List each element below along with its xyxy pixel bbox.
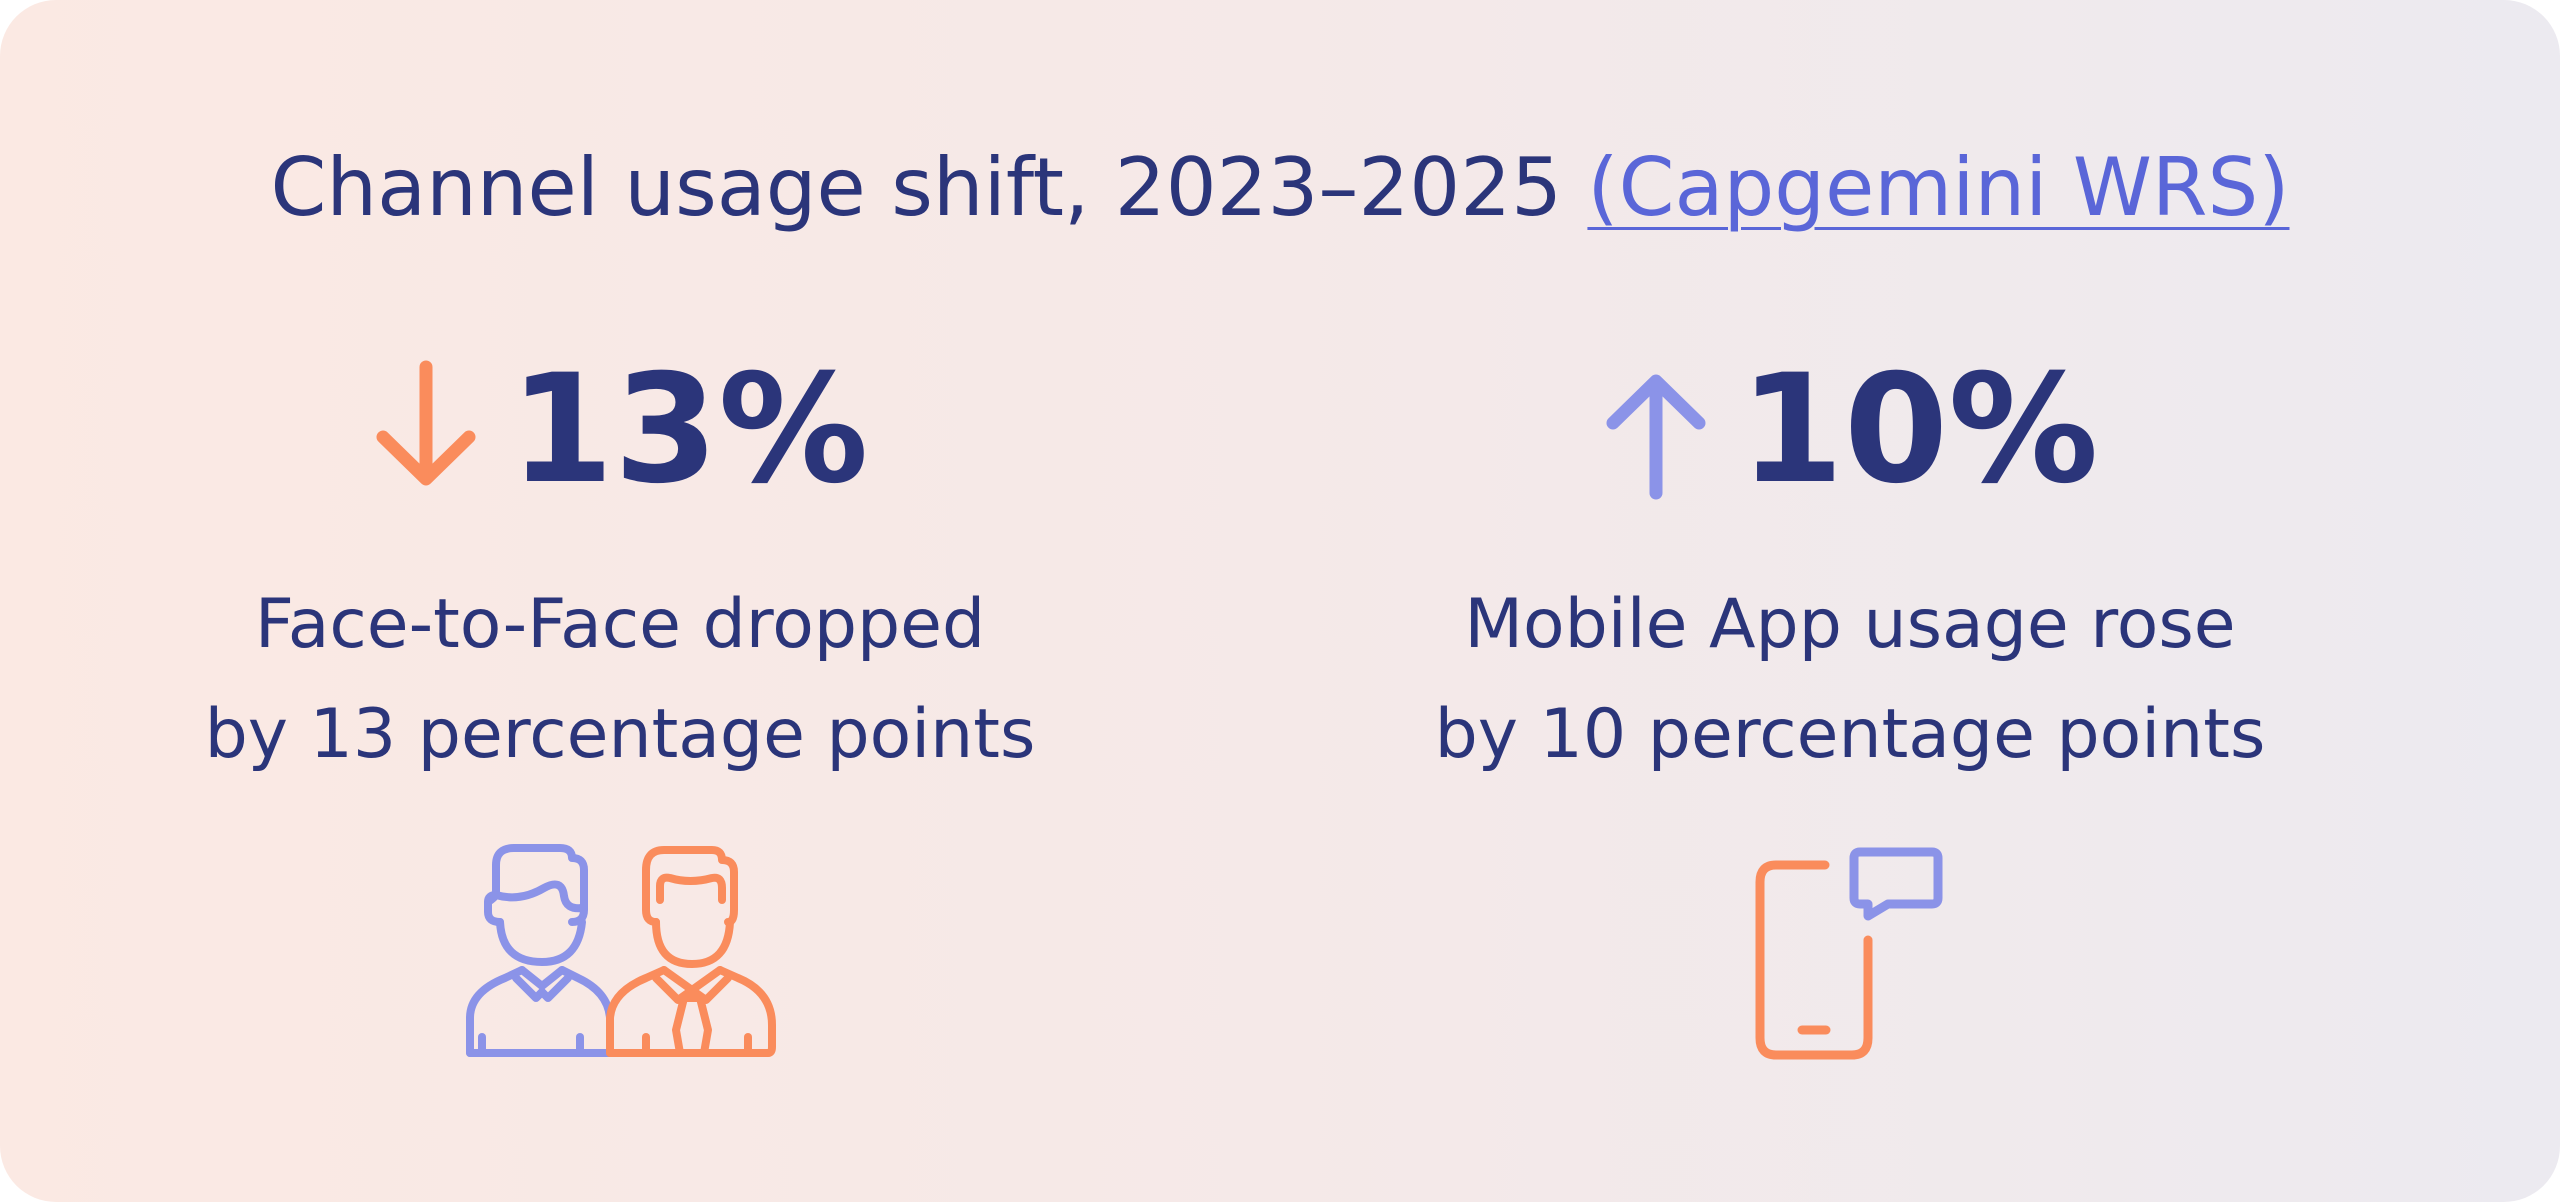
source-link[interactable]: (Capgemini WRS) (1587, 141, 2290, 234)
stat-value: 13% (509, 343, 869, 517)
stat-face-to-face: 13% Face-to-Face dropped by 13 percentag… (120, 0, 1120, 1202)
caption-line: by 10 percentage points (1434, 695, 2266, 774)
page-title: Channel usage shift, 2023–2025 (Capgemin… (0, 138, 2560, 238)
stat-caption: Face-to-Face dropped by 13 percentage po… (120, 570, 1120, 790)
illustration (1350, 840, 2350, 1070)
stat-value: 10% (1739, 343, 2099, 517)
stat-figure-row: 10% (1350, 355, 2350, 505)
caption-line: Mobile App usage rose (1464, 585, 2236, 664)
stat-caption: Mobile App usage rose by 10 percentage p… (1350, 570, 2350, 790)
title-text: Channel usage shift, 2023–2025 (270, 141, 1562, 234)
illustration (120, 840, 1120, 1070)
stat-figure-row: 13% (120, 355, 1120, 505)
caption-line: by 13 percentage points (204, 695, 1036, 774)
stat-mobile-app: 10% Mobile App usage rose by 10 percenta… (1350, 0, 2350, 1202)
arrow-down-icon (376, 360, 476, 486)
people-icon (466, 844, 776, 1057)
caption-line: Face-to-Face dropped (254, 585, 986, 664)
arrow-up-icon (1606, 374, 1706, 500)
mobile-chat-icon (1755, 847, 1943, 1060)
